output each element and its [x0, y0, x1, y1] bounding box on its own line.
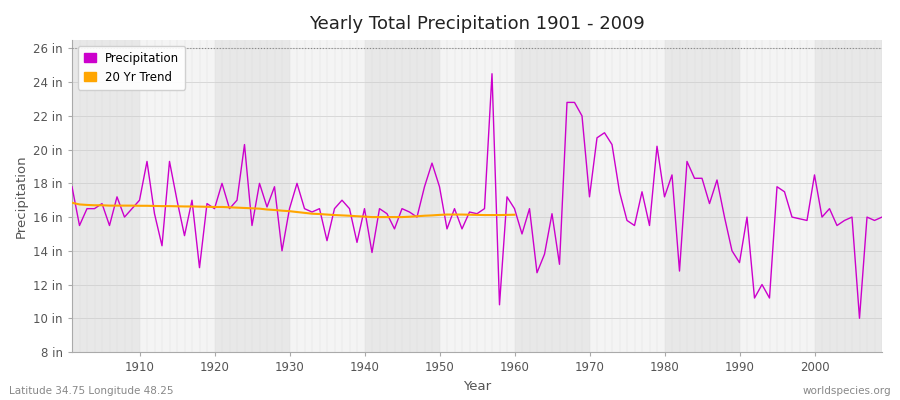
- Bar: [814, 40, 889, 352]
- Bar: [65, 40, 140, 352]
- X-axis label: Year: Year: [463, 380, 491, 392]
- Y-axis label: Precipitation: Precipitation: [14, 154, 28, 238]
- Bar: [664, 40, 740, 352]
- Text: Latitude 34.75 Longitude 48.25: Latitude 34.75 Longitude 48.25: [9, 386, 174, 396]
- Bar: [439, 40, 515, 352]
- Title: Yearly Total Precipitation 1901 - 2009: Yearly Total Precipitation 1901 - 2009: [309, 15, 645, 33]
- Bar: [290, 40, 364, 352]
- Bar: [590, 40, 664, 352]
- Bar: [214, 40, 290, 352]
- Bar: [740, 40, 814, 352]
- Bar: [364, 40, 439, 352]
- Text: worldspecies.org: worldspecies.org: [803, 386, 891, 396]
- Bar: [140, 40, 214, 352]
- Legend: Precipitation, 20 Yr Trend: Precipitation, 20 Yr Trend: [78, 46, 185, 90]
- Bar: [515, 40, 590, 352]
